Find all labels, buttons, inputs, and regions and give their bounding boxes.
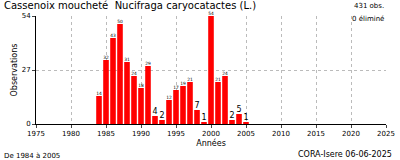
svg-text:5: 5	[236, 105, 241, 114]
svg-text:24: 24	[222, 71, 228, 76]
svg-text:1985: 1985	[97, 130, 115, 138]
svg-text:1990: 1990	[132, 130, 150, 138]
svg-text:0: 0	[26, 120, 30, 128]
svg-text:21: 21	[215, 77, 221, 82]
svg-text:54: 54	[208, 11, 214, 16]
svg-text:19: 19	[180, 81, 186, 86]
svg-text:31: 31	[124, 57, 130, 62]
svg-text:2025: 2025	[377, 130, 395, 138]
svg-text:2020: 2020	[342, 130, 360, 138]
svg-text:CORA-Isere 06-06-2025: CORA-Isere 06-06-2025	[298, 150, 392, 159]
svg-text:1980: 1980	[62, 130, 80, 138]
svg-text:4: 4	[152, 107, 157, 116]
svg-text:1: 1	[243, 113, 248, 122]
svg-text:50: 50	[117, 19, 123, 24]
svg-text:29: 29	[145, 61, 151, 66]
svg-text:1995: 1995	[167, 130, 185, 138]
svg-text:21: 21	[187, 77, 193, 82]
svg-text:32: 32	[103, 55, 109, 60]
svg-text:12: 12	[166, 95, 172, 100]
svg-text:Années: Années	[196, 138, 226, 148]
svg-text:2005: 2005	[237, 130, 255, 138]
svg-text:431 obs.: 431 obs.	[354, 2, 384, 10]
svg-text:De 1984 à 2005: De 1984 à 2005	[4, 152, 60, 160]
svg-text:7: 7	[194, 101, 199, 110]
svg-text:14: 14	[96, 91, 102, 96]
svg-text:27: 27	[22, 66, 31, 74]
svg-text:1: 1	[201, 113, 206, 122]
svg-text:2: 2	[229, 111, 234, 120]
svg-text:2015: 2015	[307, 130, 325, 138]
svg-text:0 éliminé: 0 éliminé	[352, 15, 384, 23]
svg-text:2: 2	[159, 111, 164, 120]
svg-text:2000: 2000	[202, 130, 220, 138]
svg-text:18: 18	[138, 83, 144, 88]
svg-text:43: 43	[110, 33, 116, 38]
svg-text:24: 24	[131, 71, 137, 76]
svg-text:Cassenoix moucheté Nucifraga: Cassenoix moucheté Nucifraga caryocatact…	[4, 0, 256, 11]
svg-text:2010: 2010	[272, 130, 290, 138]
svg-text:17: 17	[173, 85, 179, 90]
svg-text:Observations: Observations	[10, 44, 19, 97]
svg-text:54: 54	[22, 12, 31, 20]
svg-text:1975: 1975	[27, 130, 45, 138]
